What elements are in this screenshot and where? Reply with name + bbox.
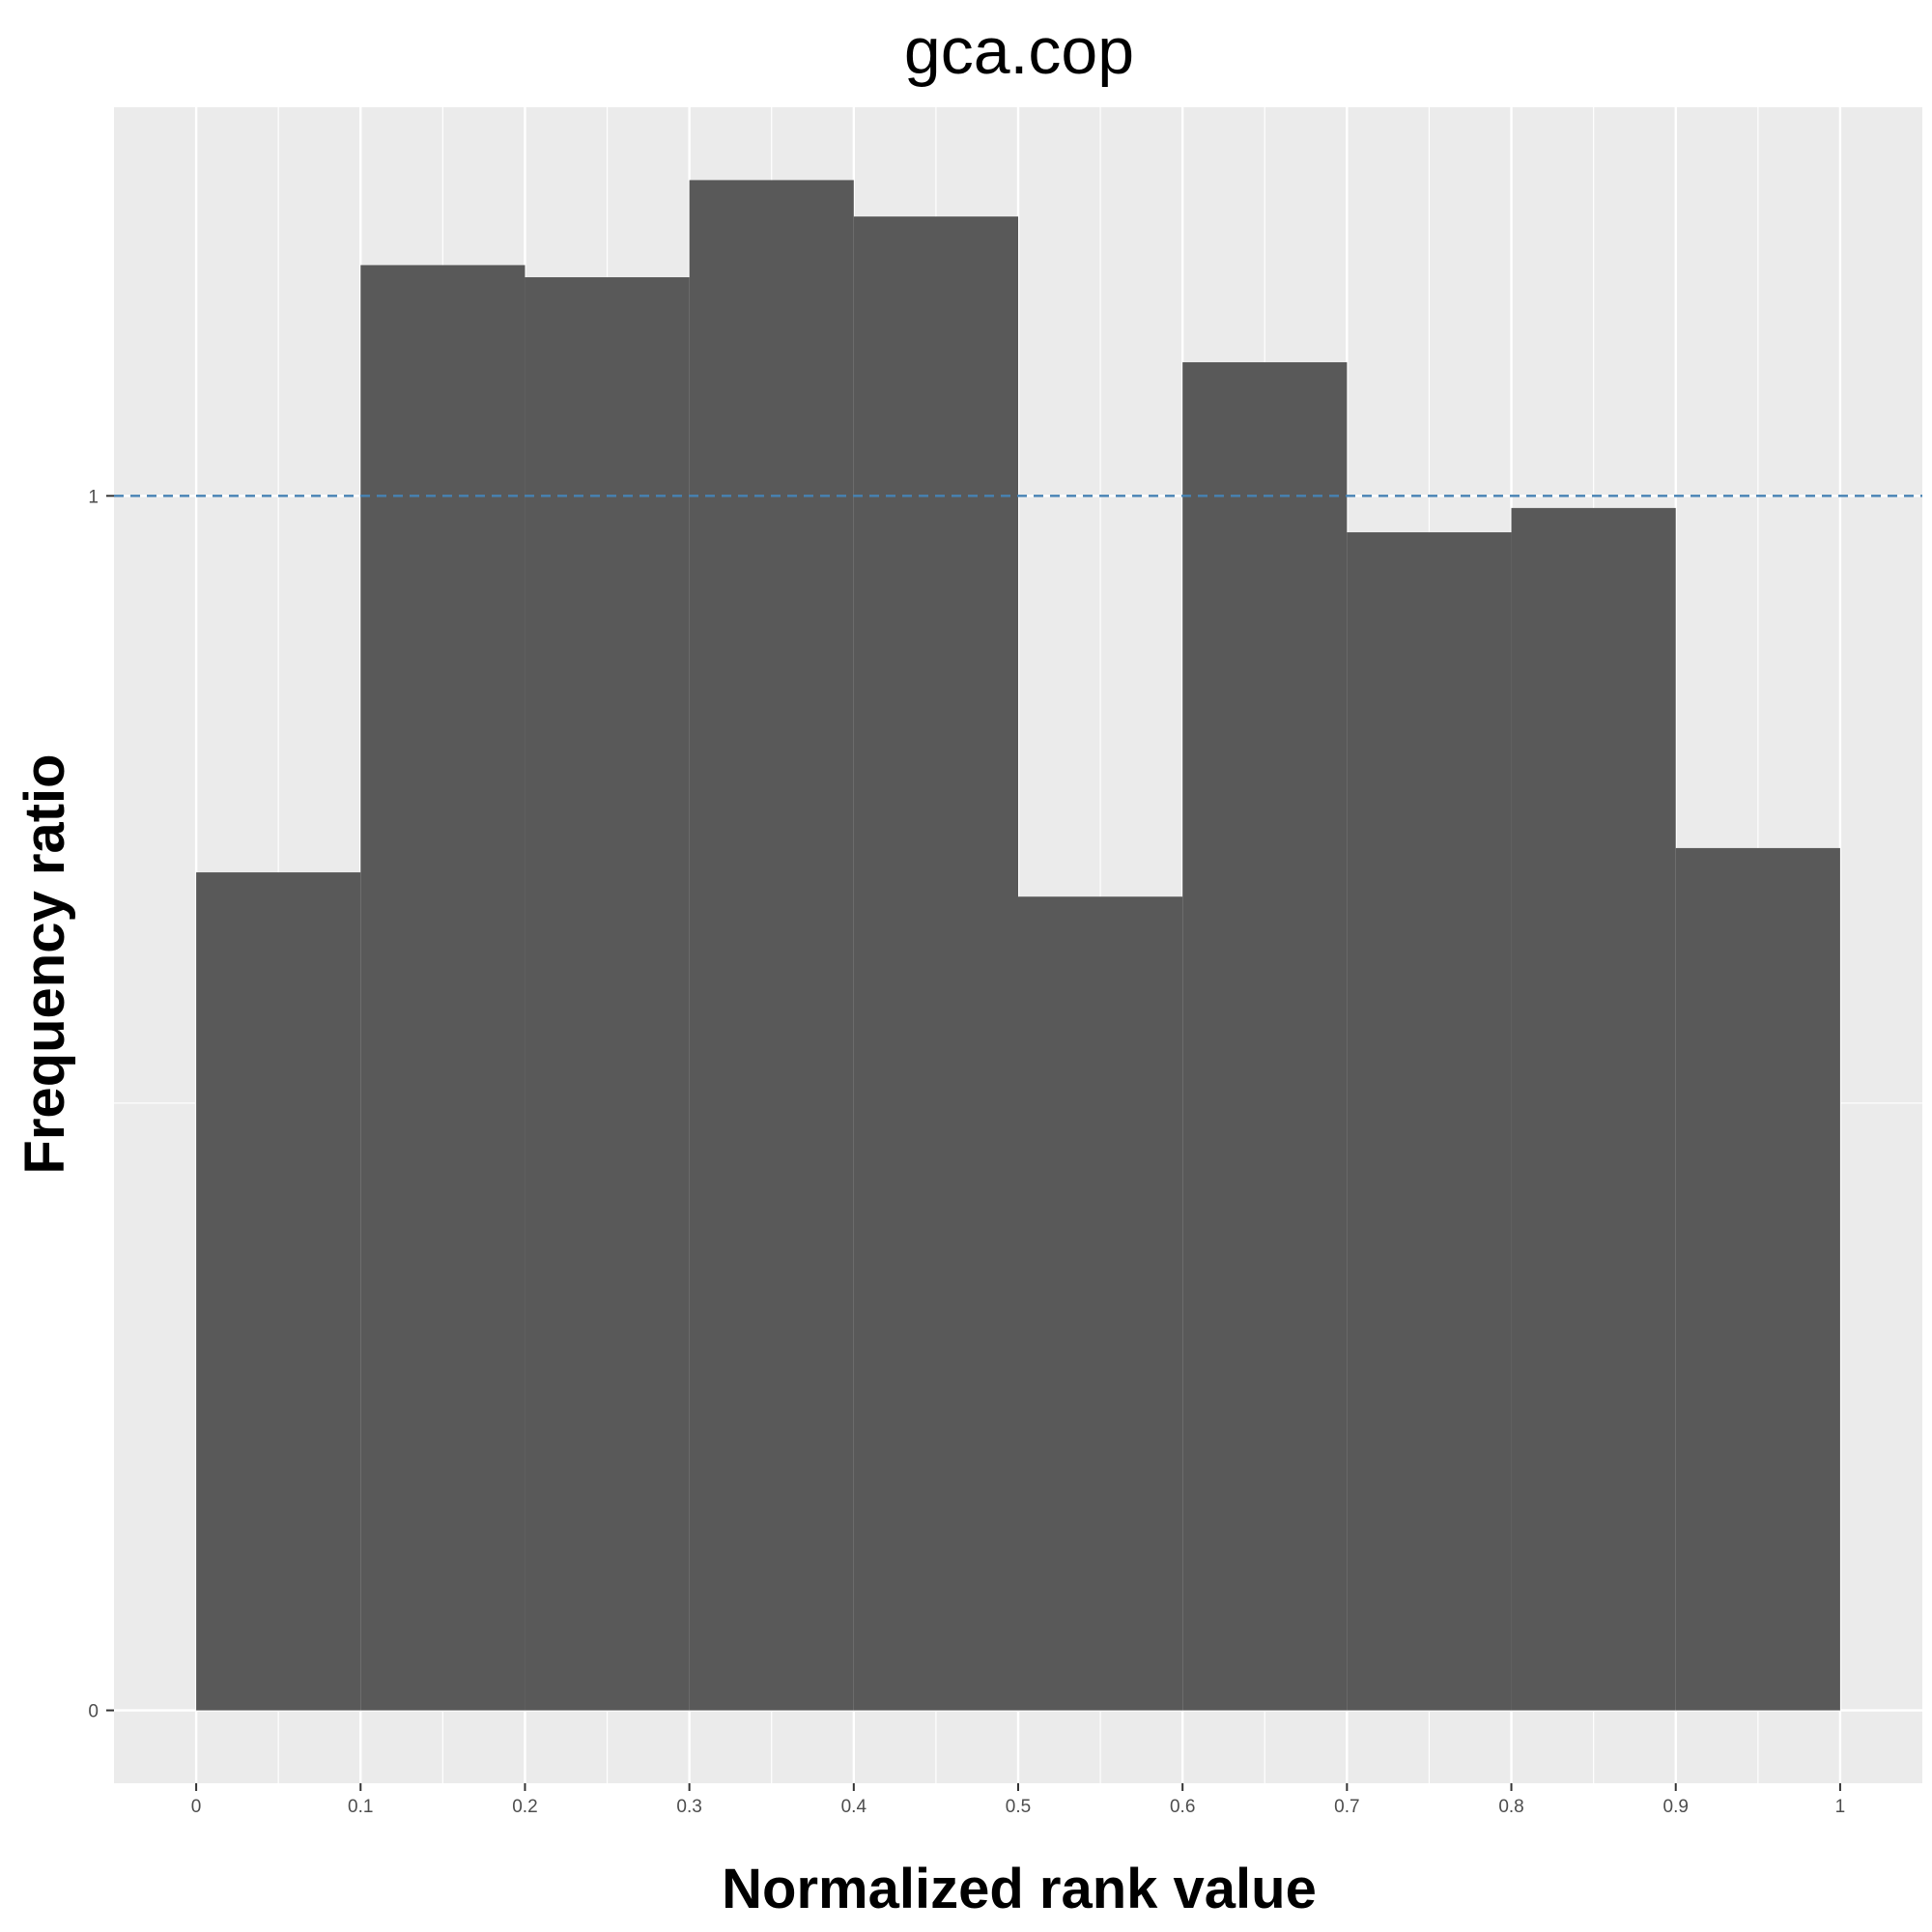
- x-tick-label: 0.4: [841, 1797, 867, 1817]
- y-axis-title: Frequency ratio: [14, 753, 76, 1174]
- bar-3: [525, 277, 690, 1711]
- x-axis-title: Normalized rank value: [722, 1858, 1317, 1920]
- x-tick-label: 0: [191, 1797, 202, 1817]
- x-tick-label: 0.1: [348, 1797, 373, 1817]
- x-tick-label: 0.3: [676, 1797, 701, 1817]
- histogram-bars: [196, 180, 1840, 1711]
- bar-6: [1018, 896, 1183, 1711]
- bar-8: [1347, 532, 1512, 1711]
- x-tick-label: 0.6: [1170, 1797, 1195, 1817]
- chart-title: gca.cop: [904, 14, 1134, 88]
- x-tick-label: 0.7: [1334, 1797, 1359, 1817]
- x-tick-label: 0.2: [512, 1797, 537, 1817]
- x-tick-label: 1: [1835, 1797, 1846, 1817]
- bar-5: [853, 216, 1018, 1711]
- y-tick-label: 1: [88, 487, 99, 507]
- bar-2: [360, 265, 526, 1711]
- bar-7: [1182, 362, 1348, 1711]
- y-tick-label: 0: [88, 1702, 99, 1722]
- bar-1: [196, 872, 361, 1711]
- x-axis-ticks: 0 0.1 0.2 0.3 0.4 0.5 0.6 0.7 0.8 0.9 1: [191, 1783, 1845, 1817]
- x-tick-label: 0.8: [1498, 1797, 1523, 1817]
- bar-10: [1675, 847, 1840, 1711]
- x-tick-label: 0.9: [1663, 1797, 1689, 1817]
- bar-9: [1511, 507, 1676, 1711]
- bar-4: [689, 180, 854, 1711]
- x-tick-label: 0.5: [1006, 1797, 1031, 1817]
- y-axis-ticks: 01: [88, 487, 114, 1722]
